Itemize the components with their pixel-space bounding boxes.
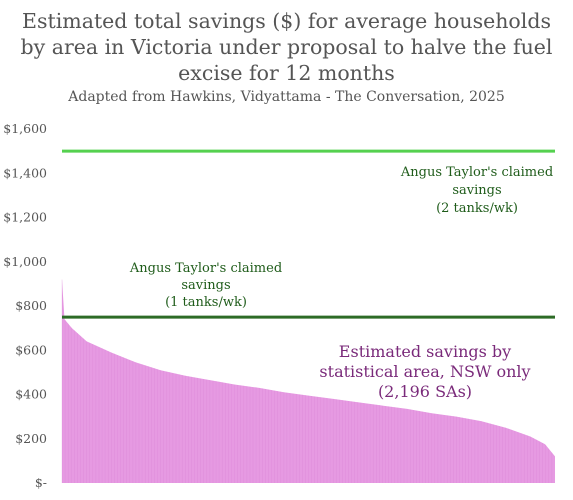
- series-label: Estimated savings by: [339, 342, 511, 361]
- y-tick-label: $600: [15, 342, 47, 357]
- chart-subtitle: Adapted from Hawkins, Vidyattama - The C…: [68, 89, 505, 105]
- y-tick-label: $1,200: [3, 210, 47, 225]
- chart-title-line-3: excise for 12 months: [178, 61, 395, 85]
- series-layer: [61, 279, 555, 483]
- series-label: statistical area, NSW only: [319, 362, 530, 381]
- annotations: Angus Taylor's claimed savings (2 tanks/wk…: [129, 165, 553, 401]
- reference-label-2-tanks: Angus Taylor's claimed: [400, 165, 553, 180]
- reference-label-1-tank: (1 tanks/wk): [165, 295, 247, 310]
- y-tick-label: $800: [15, 298, 47, 313]
- reference-lines: [62, 149, 555, 319]
- reference-label-1-tank: Angus Taylor's claimed: [129, 261, 282, 276]
- chart-title-line-2: by area in Victoria under proposal to ha…: [20, 35, 553, 59]
- reference-label-2-tanks: (2 tanks/wk): [436, 201, 518, 216]
- y-axis: $- $200 $400 $600 $800 $1,000 $1,200 $1,400 $1,6…: [3, 121, 47, 490]
- series-bar-texture: [61, 279, 553, 483]
- y-tick-label: $1,400: [3, 165, 47, 180]
- y-tick-label: $400: [15, 387, 47, 402]
- y-tick-label: $-: [35, 475, 47, 490]
- reference-label-2-tanks: savings: [452, 183, 501, 198]
- y-tick-label: $1,600: [3, 121, 47, 136]
- y-tick-label: $200: [15, 431, 47, 446]
- chart-title-block: Estimated total savings ($) for average …: [0, 8, 573, 106]
- y-tick-label: $1,000: [3, 254, 47, 269]
- series-label: (2,196 SAs): [378, 382, 472, 401]
- chart-title-line-1: Estimated total savings ($) for average …: [22, 9, 551, 33]
- reference-label-1-tank: savings: [181, 278, 230, 293]
